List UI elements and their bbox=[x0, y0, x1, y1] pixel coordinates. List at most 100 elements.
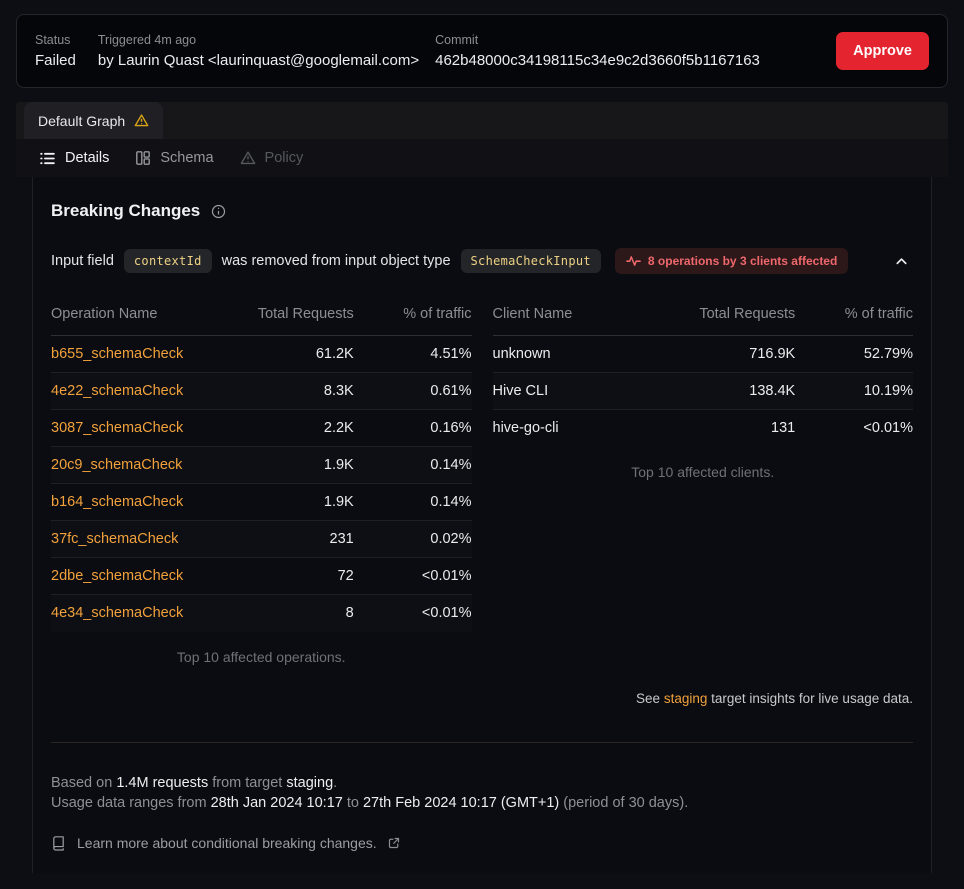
type-code-chip: SchemaCheckInput bbox=[460, 249, 601, 273]
subtab-row: Details Schema Policy bbox=[16, 139, 948, 177]
tab-schema[interactable]: Schema bbox=[122, 142, 226, 174]
client-name: hive-go-cli bbox=[492, 420, 559, 437]
status-block: Status Failed bbox=[35, 33, 76, 69]
breaking-changes-title: Breaking Changes bbox=[51, 201, 201, 220]
triggered-label: Triggered 4m ago bbox=[97, 33, 197, 47]
value-cell: 1.9K bbox=[219, 446, 354, 484]
operations-header-row: Operation Name Total Requests% of traffic bbox=[51, 298, 472, 336]
value-cell: 4.51% bbox=[353, 335, 472, 373]
operation-link[interactable]: 20c9_schemaCheck bbox=[51, 446, 220, 484]
operation-link[interactable]: 4e22_schemaCheck bbox=[51, 372, 220, 410]
staging-target-link[interactable]: staging bbox=[663, 690, 708, 706]
graph-tab-row: Default Graph bbox=[16, 102, 948, 139]
table-row: 20c9_schemaCheck 1.9K 0.14% bbox=[51, 446, 472, 484]
breaking-changes-header: Breaking Changes bbox=[51, 201, 913, 221]
table-row: hive-go-cli 131 <0.01% bbox=[493, 410, 914, 447]
clients-header-row: Client Name Total Requests% of traffic bbox=[492, 298, 913, 336]
external-link-icon bbox=[388, 837, 400, 849]
tab-details-label: Details bbox=[65, 150, 110, 166]
value-cell: <0.01% bbox=[863, 420, 913, 437]
table-row: b655_schemaCheck 61.2K 4.51% bbox=[51, 335, 472, 373]
insights-suffix: target insights for live usage data. bbox=[707, 690, 913, 706]
learn-more-link[interactable]: Learn more about conditional breaking ch… bbox=[51, 835, 913, 851]
value-cell: 131 bbox=[771, 420, 796, 437]
client-name: unknown bbox=[492, 335, 661, 373]
operations-table: Operation Name Total Requests% of traffic… bbox=[51, 298, 472, 632]
list-icon bbox=[39, 150, 56, 167]
summary-text: . bbox=[333, 774, 338, 791]
value-cell: 8.3K bbox=[219, 372, 354, 410]
summary-text: from target bbox=[208, 774, 287, 791]
value-cell: 52.79% bbox=[795, 335, 913, 373]
table-row: 4e34_schemaCheck 8 <0.01% bbox=[51, 595, 472, 632]
check-status-card: Status Failed Triggered 4m ago by Laurin… bbox=[16, 14, 948, 88]
target-name: staging bbox=[286, 774, 334, 791]
commit-hash: 462b48000c34198115c34e9c2d3660f5b1167163 bbox=[435, 52, 760, 69]
column-header: % of traffic bbox=[353, 298, 472, 336]
clients-table: Client Name Total Requests% of traffic un… bbox=[492, 298, 914, 447]
details-panel: Breaking Changes Input field contextId w… bbox=[32, 177, 932, 873]
graph-tab-label: Default Graph bbox=[38, 112, 126, 129]
value-cell: 231 bbox=[219, 520, 354, 558]
warning-triangle-icon bbox=[134, 113, 149, 128]
value-cell: 0.02% bbox=[353, 520, 472, 558]
request-count: 1.4M requests bbox=[116, 774, 209, 791]
breaking-change-row[interactable]: Input field contextId was removed from i… bbox=[51, 248, 913, 274]
affected-operations-badge[interactable]: 8 operations by 3 clients affected bbox=[614, 248, 849, 274]
warning-triangle-icon bbox=[240, 150, 256, 166]
value-cell: 10.19% bbox=[795, 372, 913, 410]
column-header: Operation Name bbox=[51, 298, 220, 336]
summary-text: (period of 30 days). bbox=[559, 794, 689, 811]
column-header: Client Name bbox=[492, 298, 661, 336]
operation-link[interactable]: 37fc_schemaCheck bbox=[51, 520, 220, 558]
change-text-before: Input field bbox=[51, 253, 114, 269]
operation-link[interactable]: 3087_schemaCheck bbox=[51, 409, 220, 447]
tab-schema-label: Schema bbox=[160, 150, 214, 166]
footer-divider bbox=[51, 741, 913, 743]
graph-tab-band: Default Graph Details bbox=[16, 102, 948, 873]
status-value: Failed bbox=[35, 52, 76, 69]
tab-default-graph[interactable]: Default Graph bbox=[24, 102, 164, 139]
triggered-block: Triggered 4m ago by Laurin Quast <laurin… bbox=[98, 33, 419, 69]
value-cell: 2.2K bbox=[219, 409, 354, 447]
commit-label: Commit bbox=[435, 33, 479, 47]
table-row: unknown 716.9K 52.79% bbox=[492, 335, 913, 373]
operation-link[interactable]: b655_schemaCheck bbox=[51, 335, 220, 373]
value-cell: 1.9K bbox=[219, 483, 354, 521]
operation-link[interactable]: b164_schemaCheck bbox=[51, 483, 220, 521]
client-name: Hive CLI bbox=[492, 372, 661, 410]
table-row: 2dbe_schemaCheck 72 <0.01% bbox=[51, 557, 472, 595]
clients-section: Client Name Total Requests% of traffic un… bbox=[492, 298, 914, 480]
summary-text: Usage data ranges from bbox=[51, 794, 211, 811]
chevron-up-icon[interactable] bbox=[890, 250, 913, 273]
value-cell: 0.61% bbox=[353, 372, 472, 410]
change-text-middle: was removed from input object type bbox=[221, 253, 451, 269]
value-cell: <0.01% bbox=[353, 557, 472, 595]
value-cell: 716.9K bbox=[660, 335, 796, 373]
value-cell: 72 bbox=[219, 557, 354, 595]
insights-note: See staging target insights for live usa… bbox=[51, 691, 913, 706]
tab-policy[interactable]: Policy bbox=[227, 142, 317, 174]
value-cell: 61.2K bbox=[219, 335, 354, 373]
approve-button[interactable]: Approve bbox=[836, 32, 929, 70]
column-header: Total Requests bbox=[660, 298, 796, 336]
info-icon[interactable] bbox=[211, 204, 226, 219]
commit-block: Commit 462b48000c34198115c34e9c2d3660f5b… bbox=[435, 33, 760, 69]
pulse-icon bbox=[626, 255, 641, 267]
value-cell: <0.01% bbox=[421, 605, 472, 622]
column-header: % of traffic bbox=[795, 298, 913, 336]
operation-link[interactable]: 2dbe_schemaCheck bbox=[51, 557, 220, 595]
value-cell: 0.14% bbox=[353, 446, 472, 484]
tab-details[interactable]: Details bbox=[26, 142, 122, 175]
value-cell: 138.4K bbox=[660, 372, 796, 410]
table-row: b164_schemaCheck 1.9K 0.14% bbox=[51, 483, 472, 521]
tab-policy-label: Policy bbox=[264, 150, 304, 166]
operation-link[interactable]: 4e34_schemaCheck bbox=[51, 605, 184, 622]
status-label: Status bbox=[35, 33, 71, 47]
usage-summary: Based on 1.4M requests from target stagi… bbox=[51, 773, 913, 813]
range-end-date: 27th Feb 2024 10:17 (GMT+1) bbox=[362, 794, 560, 811]
affected-usage-tables: Operation Name Total Requests% of traffic… bbox=[51, 298, 913, 665]
summary-text: to bbox=[342, 794, 363, 811]
table-row: 37fc_schemaCheck 231 0.02% bbox=[51, 520, 472, 558]
triggered-value: by Laurin Quast <laurinquast@googlemail.… bbox=[97, 52, 420, 69]
